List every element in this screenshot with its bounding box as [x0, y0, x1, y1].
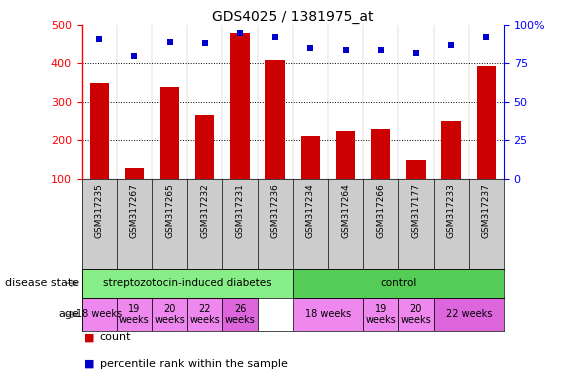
Bar	[336, 131, 355, 179]
Bar	[90, 83, 109, 179]
Text: streptozotocin-induced diabetes: streptozotocin-induced diabetes	[103, 278, 271, 288]
Text: GSM317231: GSM317231	[235, 183, 244, 238]
Bar	[371, 129, 390, 179]
Bar	[293, 298, 363, 331]
Text: 19
weeks: 19 weeks	[119, 304, 150, 325]
Bar	[152, 298, 187, 331]
Text: GSM317233: GSM317233	[446, 183, 455, 238]
Bar	[399, 298, 434, 331]
Bar	[82, 298, 117, 331]
Bar	[434, 298, 504, 331]
Text: GSM317237: GSM317237	[482, 183, 491, 238]
Text: age: age	[58, 310, 79, 319]
Bar	[117, 298, 152, 331]
Bar	[293, 269, 504, 298]
Text: 18 weeks: 18 weeks	[305, 310, 351, 319]
Bar	[187, 298, 222, 331]
Text: GSM317234: GSM317234	[306, 183, 315, 238]
Bar	[301, 136, 320, 179]
Text: 20
weeks: 20 weeks	[400, 304, 431, 325]
Text: ■: ■	[84, 359, 95, 369]
Text: GSM317265: GSM317265	[165, 183, 174, 238]
Bar	[230, 33, 249, 179]
Bar	[160, 87, 179, 179]
Text: 20
weeks: 20 weeks	[154, 304, 185, 325]
Text: GSM317266: GSM317266	[376, 183, 385, 238]
Text: count: count	[100, 332, 131, 342]
Text: GSM317267: GSM317267	[130, 183, 139, 238]
Text: GSM317232: GSM317232	[200, 183, 209, 238]
Text: control: control	[380, 278, 417, 288]
Text: 26
weeks: 26 weeks	[225, 304, 256, 325]
Text: GSM317177: GSM317177	[412, 183, 421, 238]
Bar	[441, 121, 461, 179]
Bar	[406, 160, 426, 179]
Bar	[363, 298, 399, 331]
Text: percentile rank within the sample: percentile rank within the sample	[100, 359, 288, 369]
Bar	[125, 168, 144, 179]
Bar	[477, 66, 496, 179]
Title: GDS4025 / 1381975_at: GDS4025 / 1381975_at	[212, 10, 373, 24]
Text: 18 weeks: 18 weeks	[76, 310, 122, 319]
Text: 19
weeks: 19 weeks	[365, 304, 396, 325]
Bar	[195, 115, 215, 179]
Text: GSM317264: GSM317264	[341, 183, 350, 238]
Text: GSM317236: GSM317236	[271, 183, 280, 238]
Bar	[222, 298, 258, 331]
Text: 22
weeks: 22 weeks	[189, 304, 220, 325]
Bar	[266, 60, 285, 179]
Bar	[82, 269, 293, 298]
Text: ■: ■	[84, 332, 95, 342]
Text: disease state: disease state	[5, 278, 79, 288]
Text: 22 weeks: 22 weeks	[445, 310, 492, 319]
Text: GSM317235: GSM317235	[95, 183, 104, 238]
